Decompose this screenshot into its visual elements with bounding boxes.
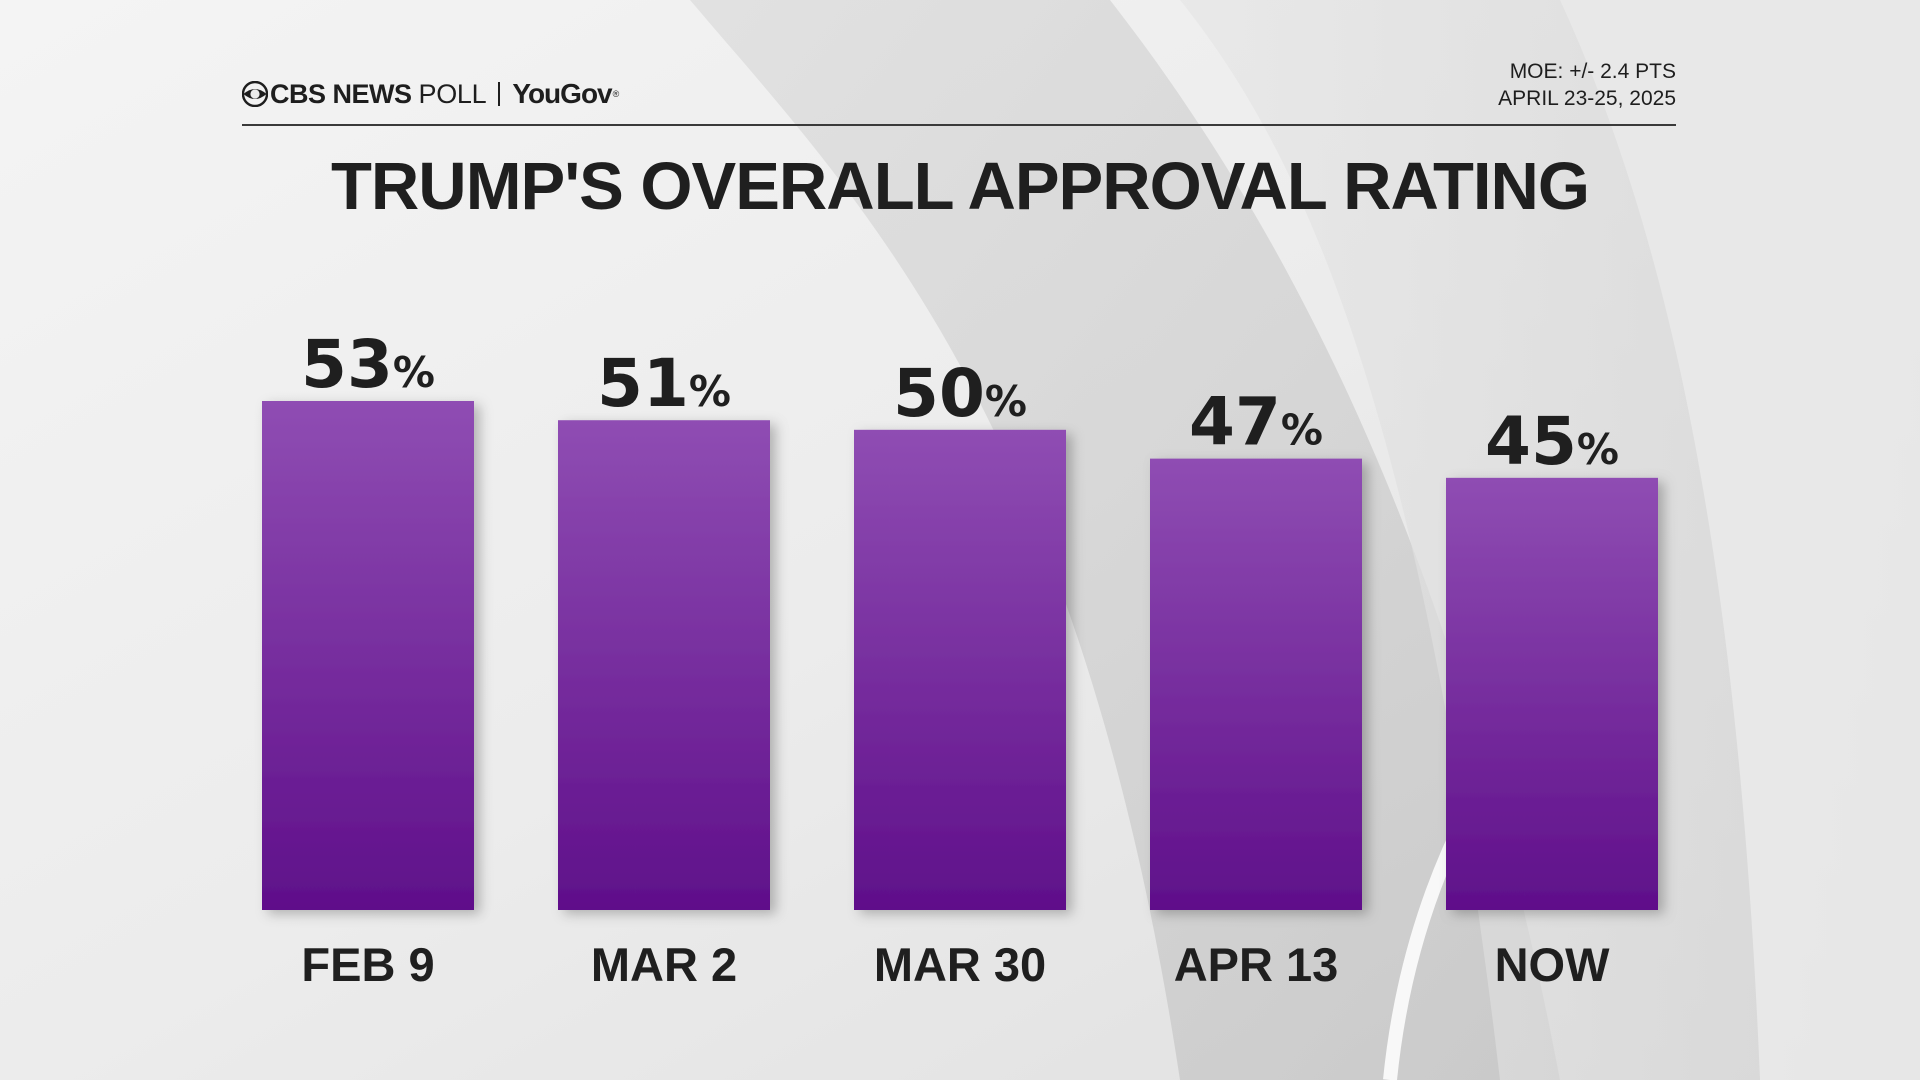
poll-dates: APRIL 23-25, 2025: [1498, 87, 1676, 110]
category-label: MAR 2: [591, 938, 737, 991]
brand-cbs-news: CBS NEWS: [270, 78, 412, 109]
margin-of-error: MOE: +/- 2.4 PTS: [1509, 60, 1676, 83]
category-label: FEB 9: [301, 938, 434, 991]
bar-mar-30: [854, 429, 1066, 910]
brand-logo: CBS NEWS POLL YouGov ®: [242, 78, 619, 110]
value-label: 53%: [301, 326, 435, 403]
category-label: NOW: [1495, 938, 1611, 991]
brand-poll: POLL: [418, 78, 487, 109]
bar-feb-9: [262, 401, 474, 910]
poll-meta: MOE: +/- 2.4 PTS APRIL 23-25, 2025: [1498, 58, 1676, 112]
brand-registered-mark: ®: [612, 89, 620, 99]
chart-title: TRUMP'S OVERALL APPROVAL RATING: [331, 149, 1590, 224]
value-label: 50%: [893, 355, 1027, 432]
bar-apr-13: [1150, 458, 1362, 910]
category-label: APR 13: [1174, 938, 1339, 991]
bar-now: [1446, 477, 1658, 910]
bar-mar-2: [558, 420, 770, 910]
brand-separator: [498, 82, 501, 106]
category-label: MAR 30: [874, 938, 1046, 991]
value-label: 45%: [1485, 403, 1619, 480]
brand-yougov: YouGov: [512, 78, 612, 109]
header: CBS NEWS POLL YouGov ® MOE: +/- 2.4 PTS A…: [242, 58, 1676, 126]
value-label: 47%: [1189, 384, 1323, 461]
cbs-eye-icon: [242, 81, 268, 107]
value-label: 51%: [597, 345, 731, 422]
